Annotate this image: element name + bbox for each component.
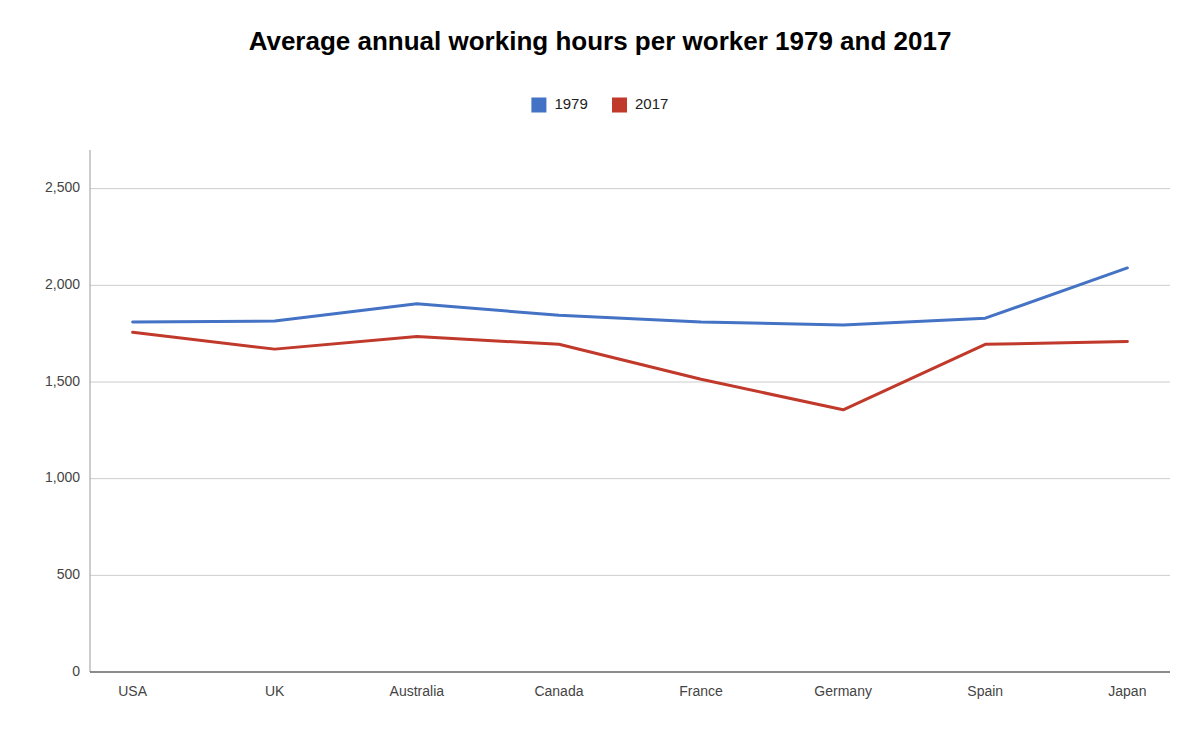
grid-line [90,575,1170,576]
chart: Average annual working hours per worker … [0,0,1200,742]
x-tick-label: USA [118,683,147,699]
legend-label: 2017 [635,95,668,112]
title: Average annual working hours per worker … [249,26,952,56]
legend-label: 1979 [554,95,587,112]
grid-line [90,672,1170,673]
lines [133,268,1128,410]
y-axis-line [90,150,91,672]
y-axis: 0 500 1,000 1,500 2,000 2,500 [45,179,1170,678]
line [133,332,1128,410]
x-tick-label: France [679,683,723,699]
x-axis-line [90,672,1170,673]
grid-line [90,188,1170,189]
legend-swatch [531,98,546,113]
x-tick-label: Japan [1108,683,1146,699]
x-tick-label: Australia [390,683,445,699]
y-tick-label: 0 [72,663,80,679]
y-tick-label: 500 [57,566,81,582]
y-tick-label: 2,000 [45,276,80,292]
x-tick-label: UK [265,683,285,699]
x-tick-label: Spain [967,683,1003,699]
x-axis: USA UK Australia Canada France Germany Spain Ja… [118,683,1146,699]
x-tick-label: Germany [814,683,872,699]
x-tick-label: Canada [534,683,583,699]
line [133,268,1128,325]
grid-line [90,285,1170,286]
y-tick-label: 1,500 [45,373,80,389]
legend-swatch [612,98,627,113]
grid-line [90,382,1170,383]
grid-line [90,478,1170,479]
y-tick-label: 2,500 [45,179,80,195]
y-tick-label: 1,000 [45,469,80,485]
legend: 1979 2017 [531,95,668,113]
